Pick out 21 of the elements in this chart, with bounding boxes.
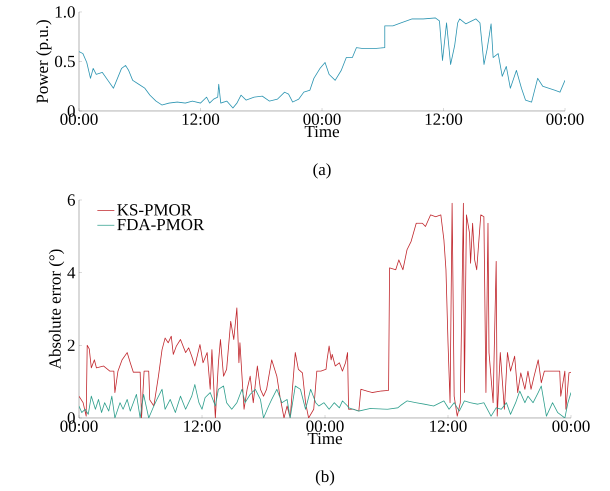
- y-axis-title: Power (p.u.): [36, 20, 52, 104]
- x-tick-label: 00:00: [546, 114, 584, 125]
- x-tick-label: 12:00: [430, 420, 467, 432]
- y-tick-label: 6: [68, 194, 75, 206]
- x-tick-label: 12:00: [426, 114, 462, 125]
- x-tick-label: 00:00: [303, 114, 341, 125]
- legend-label: FDA-PMOR: [117, 218, 204, 230]
- x-tick-label: 00:00: [552, 420, 590, 432]
- text: (a): [313, 163, 331, 179]
- x-axis-title: Time: [308, 432, 342, 444]
- x-axis-title: Time: [304, 126, 340, 138]
- y-tick-label: 0.5: [54, 56, 75, 68]
- legend-label: KS-PMOR: [117, 204, 192, 216]
- y-tick-label: 2: [68, 340, 75, 351]
- y-axis-title: Absolute error (°): [48, 249, 64, 370]
- x-tick-label: 00:00: [306, 420, 344, 432]
- x-tick-label: 12:00: [184, 420, 221, 432]
- text: (b): [316, 470, 334, 486]
- y-tick-label: 4: [67, 267, 76, 278]
- x-tick-label: 12:00: [182, 114, 220, 125]
- y-tick-label: 1.0: [56, 6, 75, 18]
